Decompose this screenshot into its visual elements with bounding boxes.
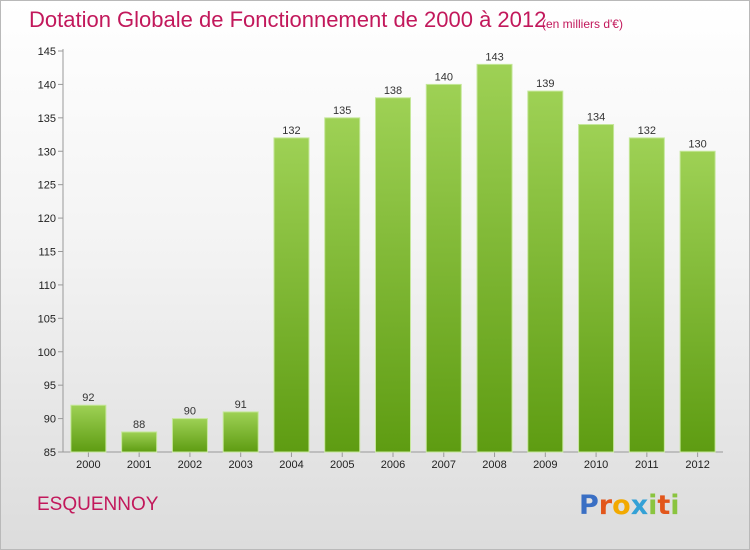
x-tick-label: 2005 bbox=[330, 459, 354, 471]
bar-value-label: 139 bbox=[536, 78, 554, 90]
y-tick-label: 95 bbox=[44, 380, 56, 392]
x-tick-label: 2006 bbox=[381, 459, 405, 471]
y-tick-label: 125 bbox=[38, 180, 56, 192]
bar-value-label: 88 bbox=[133, 419, 145, 431]
x-tick-label: 2000 bbox=[76, 459, 100, 471]
chart-labels: 92 2000 88 2001 90 2002 91 2003 132 2004 135 2005 13… bbox=[76, 51, 710, 471]
chart-title: Dotation Globale de Fonctionnement de 20… bbox=[29, 7, 547, 32]
bar-value-label: 130 bbox=[688, 138, 706, 150]
bar-value-label: 92 bbox=[82, 392, 94, 404]
x-tick-label: 2004 bbox=[279, 459, 303, 471]
y-tick-label: 120 bbox=[38, 213, 56, 225]
y-tick-label: 130 bbox=[38, 146, 56, 158]
bar-value-label: 91 bbox=[235, 399, 247, 411]
x-tick-label: 2011 bbox=[635, 459, 659, 471]
chart-axes: 85 90 95 100 105 110 115 120 125 130 135 140 145 bbox=[38, 46, 723, 459]
bar-2003 bbox=[222, 411, 259, 453]
y-tick-label: 100 bbox=[38, 347, 56, 359]
bar-2007 bbox=[425, 83, 462, 453]
x-tick-label: 2009 bbox=[533, 459, 557, 471]
bar-value-label: 138 bbox=[384, 85, 402, 97]
bar-2004 bbox=[273, 137, 310, 453]
chart-bars bbox=[70, 63, 716, 453]
y-tick-label: 135 bbox=[38, 113, 56, 125]
x-tick-label: 2012 bbox=[685, 459, 709, 471]
bar-value-label: 132 bbox=[638, 125, 656, 137]
bar-value-label: 134 bbox=[587, 112, 605, 124]
y-tick-label: 90 bbox=[44, 414, 56, 426]
y-tick-label: 110 bbox=[38, 280, 56, 292]
x-tick-label: 2003 bbox=[228, 459, 252, 471]
bar-2005 bbox=[324, 117, 361, 453]
logo-letter: x bbox=[630, 490, 649, 521]
bar-value-label: 140 bbox=[435, 71, 453, 83]
bar-2010 bbox=[578, 124, 615, 453]
commune-name: ESQUENNOY bbox=[37, 494, 159, 515]
logo-letter: i bbox=[648, 490, 658, 521]
y-tick-label: 140 bbox=[38, 79, 56, 91]
bar-2001 bbox=[121, 431, 158, 453]
y-tick-label: 145 bbox=[38, 46, 56, 58]
bar-value-label: 135 bbox=[333, 105, 351, 117]
proxiti-logo: Proxiti bbox=[579, 490, 680, 521]
bar-2012 bbox=[679, 150, 716, 453]
x-tick-label: 2002 bbox=[178, 459, 202, 471]
bar-2009 bbox=[527, 90, 564, 453]
bar-2011 bbox=[628, 137, 665, 453]
logo-letter: t bbox=[657, 490, 671, 521]
logo-letter: i bbox=[670, 490, 680, 521]
logo-letter: o bbox=[612, 490, 631, 521]
x-tick-label: 2007 bbox=[432, 459, 456, 471]
chart-subtitle: (en milliers d'€) bbox=[542, 17, 623, 31]
logo-letter: P bbox=[579, 490, 599, 521]
y-tick-label: 85 bbox=[44, 447, 56, 459]
x-tick-label: 2008 bbox=[482, 459, 506, 471]
y-tick-label: 105 bbox=[38, 313, 56, 325]
bar-2002 bbox=[171, 418, 208, 453]
logo-letter: r bbox=[598, 490, 613, 521]
y-tick-label: 115 bbox=[38, 247, 56, 259]
x-tick-label: 2010 bbox=[584, 459, 608, 471]
bar-2006 bbox=[375, 97, 411, 453]
bar-value-label: 90 bbox=[184, 406, 196, 418]
bar-2008 bbox=[476, 63, 513, 453]
bar-2000 bbox=[70, 404, 107, 453]
x-tick-label: 2001 bbox=[127, 459, 151, 471]
bar-value-label: 143 bbox=[485, 51, 503, 63]
bar-value-label: 132 bbox=[282, 125, 300, 137]
